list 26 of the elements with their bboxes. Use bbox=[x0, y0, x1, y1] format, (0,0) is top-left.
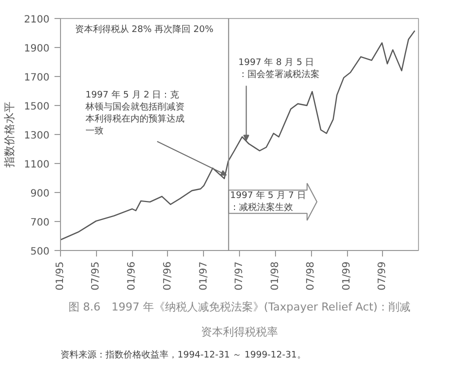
y-axis-title: 指数价格水平 bbox=[3, 102, 16, 168]
y-tick-label: 900 bbox=[30, 188, 50, 200]
x-tick-label: 07/97 bbox=[234, 261, 245, 290]
text: 图 8.6 1997 年《纳税人减免税法案》(Taxpayer Relief Act)：削减资本利得税税率 bbox=[68, 300, 411, 338]
x-tick-label: 01/95 bbox=[55, 261, 66, 290]
y-tick-label: 1100 bbox=[24, 160, 50, 170]
x-tick-label: 07/96 bbox=[162, 261, 174, 290]
annotation: 资本利得税从 28% 再次降回 20% bbox=[74, 24, 214, 36]
annotation: 1997 年 5 月 2 日：克林顿与国会就包括削减资本利得税在内的预算达成一致 bbox=[84, 89, 185, 136]
x-tick-label: 01/97 bbox=[198, 261, 210, 290]
x-tick-label: 01/99 bbox=[342, 261, 353, 290]
y-tick-label: 1700 bbox=[24, 72, 50, 84]
annotation: 1997 年 8 月 5 日：国会签署减税法案 bbox=[238, 56, 320, 80]
x-tick-label: 07/98 bbox=[306, 261, 316, 290]
x-tick-label: 07/95 bbox=[90, 261, 102, 290]
x-tick-label: 01/96 bbox=[126, 261, 138, 290]
y-tick-label: 1500 bbox=[24, 102, 50, 112]
y-tick-label: 2100 bbox=[24, 14, 50, 26]
y-tick-label: 1900 bbox=[24, 44, 50, 54]
ref-line-label: 1997 年 5 月 7 日：减税法案生效 bbox=[230, 190, 306, 213]
text: 资料来源：指数价格收益率，1994-12-31 ～ 1999-12-31。 bbox=[60, 350, 306, 360]
y-tick-label: 700 bbox=[30, 218, 50, 228]
x-tick-label: 01/98 bbox=[270, 261, 281, 290]
y-tick-label: 1300 bbox=[24, 130, 50, 142]
x-tick-label: 07/99 bbox=[377, 261, 388, 290]
y-tick-label: 500 bbox=[30, 246, 50, 258]
